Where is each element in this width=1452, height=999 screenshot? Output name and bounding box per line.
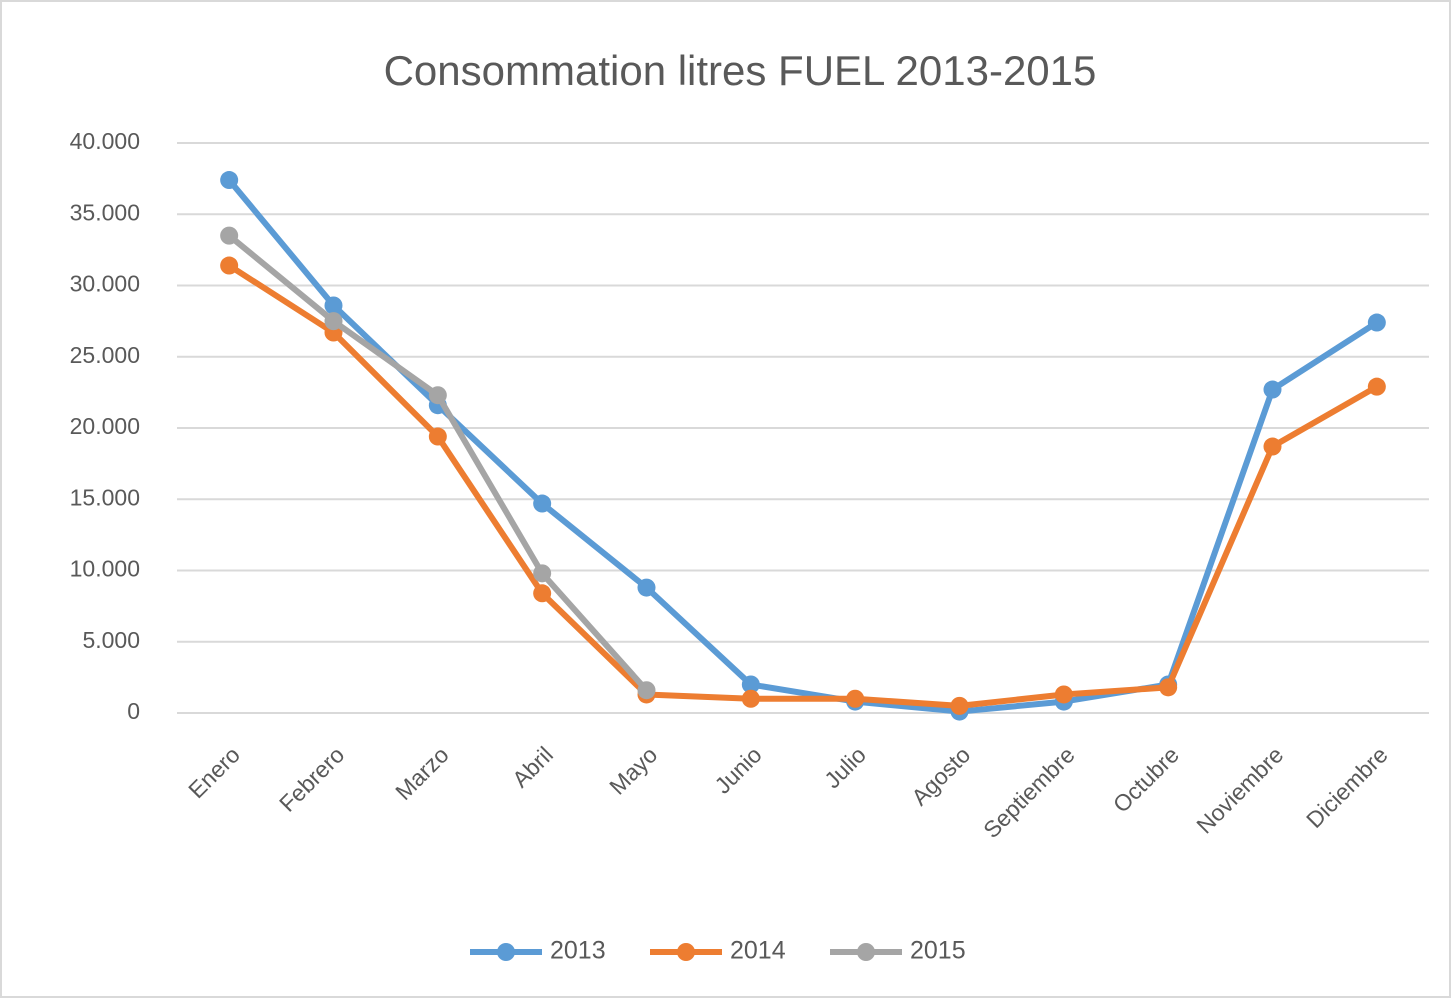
y-tick-label: 20.000 [70,413,140,439]
legend-marker [677,943,695,961]
legend-marker [497,943,515,961]
data-point [1263,437,1282,456]
series-line [227,263,1379,709]
y-tick-label: 10.000 [70,556,140,582]
legend-label: 2013 [550,937,606,965]
data-point [324,312,343,331]
y-tick-label: 35.000 [70,199,140,225]
data-point [220,171,239,190]
y-tick-label: 5.000 [82,627,140,653]
data-point [533,564,552,583]
data-point [637,578,656,597]
data-point [220,256,239,275]
data-point [533,584,552,603]
data-point [1263,380,1282,399]
data-point [324,296,343,315]
series-line [226,178,1379,715]
y-tick-label: 0 [127,698,140,724]
legend-marker [857,943,875,961]
data-point [950,696,969,715]
y-tick-label: 15.000 [70,484,140,510]
data-point [637,681,656,700]
data-point [220,226,239,245]
data-point [533,494,552,513]
data-point [846,689,865,708]
data-point [1054,685,1073,704]
y-tick-label: 30.000 [70,271,140,297]
y-tick-label: 25.000 [70,342,140,368]
data-point [1367,377,1386,396]
legend-label: 2015 [910,937,966,965]
legend-label: 2014 [730,937,786,965]
data-point [1367,313,1386,332]
chart-title: Consommation litres FUEL 2013-2015 [384,47,1097,94]
y-tick-label: 40.000 [70,128,140,154]
data-point [741,689,760,708]
data-point [1159,678,1178,697]
data-point [428,427,447,446]
data-point [741,675,760,694]
data-point [428,386,447,405]
